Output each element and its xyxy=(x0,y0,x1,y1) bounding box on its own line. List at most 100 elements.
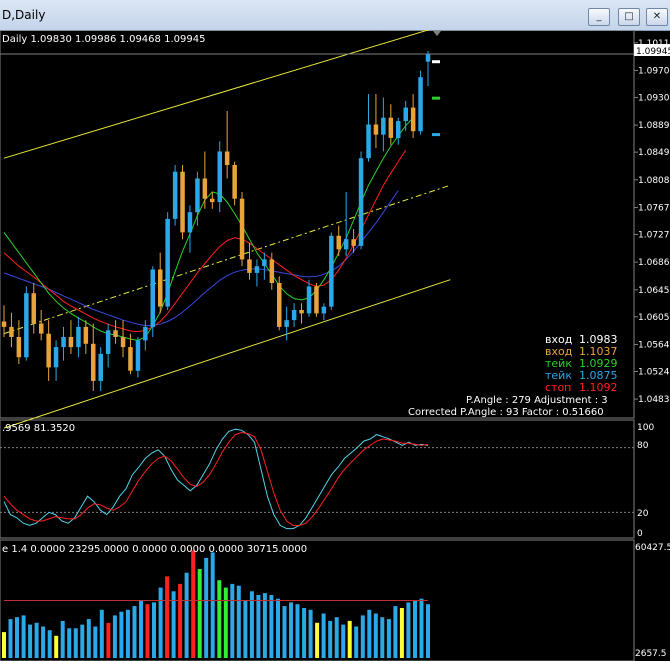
volume-bar xyxy=(393,606,398,658)
candle-body xyxy=(120,337,126,348)
candle-body xyxy=(321,306,327,314)
volume-bar xyxy=(197,569,202,658)
volume-bar xyxy=(373,613,378,658)
candle-body xyxy=(403,107,408,122)
volume-bar xyxy=(106,622,111,658)
price-tick-label: 1.06050 xyxy=(638,313,670,323)
candle-body xyxy=(9,326,14,337)
candle-body xyxy=(113,330,118,337)
volume-bar xyxy=(132,606,137,658)
current-price-label: 1.09945 xyxy=(636,47,670,57)
candle-body xyxy=(195,178,200,213)
stats-line-2: Corrected P.Angle : 93 Factor : 0.51660 xyxy=(408,407,604,418)
info-line-1-value: 1.0983 xyxy=(579,333,618,346)
volume-bar xyxy=(80,624,85,658)
volume-bar xyxy=(2,632,6,658)
volume-axis: 60427.5 2657.5 xyxy=(635,543,670,659)
volume-bar xyxy=(308,609,313,658)
price-plot xyxy=(0,30,634,429)
volume-bar xyxy=(256,595,261,658)
volume-bar xyxy=(139,600,143,658)
ma-blue-line xyxy=(3,190,399,327)
price-tick-label: 1.05640 xyxy=(638,340,670,350)
volume-panel-frame xyxy=(0,539,635,661)
price-tick-label: 1.09300 xyxy=(638,93,670,103)
volume-bar xyxy=(341,624,346,658)
price-panel-frame xyxy=(0,30,635,419)
stoch-panel-frame xyxy=(0,419,635,539)
price-tick-label: 1.06860 xyxy=(638,258,670,268)
stoch-main-line xyxy=(3,428,429,530)
candle-body xyxy=(381,117,386,135)
minimize-button[interactable]: _ xyxy=(588,8,610,26)
candle-body xyxy=(158,269,163,307)
volume-bar xyxy=(34,622,39,658)
candle-body xyxy=(83,326,89,344)
maximize-button[interactable]: □ xyxy=(618,8,640,26)
trade-info-box: вход 1.0983 вход 1.1037 тейк 1.0929 тейк… xyxy=(408,333,618,418)
candle-body xyxy=(172,171,178,219)
candle-body xyxy=(329,235,334,307)
candle-body xyxy=(247,259,252,273)
volume-bar xyxy=(41,626,46,658)
volume-bar xyxy=(406,602,411,658)
stoch-header: .9569 81.3520 xyxy=(2,423,75,434)
chart-shift-marker xyxy=(433,31,441,36)
info-line-4-label: тейк xyxy=(545,369,572,382)
volume-bar xyxy=(328,620,333,658)
volume-bar xyxy=(360,615,365,658)
volume-bar xyxy=(217,580,222,658)
candle-body xyxy=(128,347,133,371)
price-tick-label: 1.09700 xyxy=(638,66,670,76)
candle-body xyxy=(366,124,371,159)
candle-body xyxy=(53,347,59,368)
price-tick-label: 1.06450 xyxy=(638,286,670,296)
window-title: D,Daily xyxy=(2,8,46,22)
current-price-marker xyxy=(634,44,670,56)
channel-lower-line xyxy=(3,279,451,429)
candle-body xyxy=(39,323,44,334)
volume-bar xyxy=(386,619,391,658)
candle-body xyxy=(16,337,22,358)
volume-bar xyxy=(315,622,320,658)
volume-bar xyxy=(413,600,417,658)
price-tick-label: 1.08490 xyxy=(638,148,670,158)
stoch-plot xyxy=(0,428,634,530)
volume-bar xyxy=(347,620,352,658)
candle-body xyxy=(239,198,245,260)
candle-body xyxy=(373,124,379,135)
candle-body xyxy=(254,266,260,273)
volume-bar xyxy=(276,598,280,658)
close-button[interactable]: ✕ xyxy=(646,8,668,26)
volume-bar xyxy=(119,611,124,658)
volume-bar xyxy=(354,626,359,658)
volume-bar xyxy=(289,602,293,658)
candle-body xyxy=(46,333,51,368)
volume-bar xyxy=(204,557,209,658)
volume-bar xyxy=(380,617,385,658)
candle-body xyxy=(98,353,103,381)
candle-body xyxy=(150,269,155,327)
candle-body xyxy=(418,77,423,132)
volume-bar xyxy=(8,619,13,658)
volume-bar xyxy=(15,617,19,658)
info-line-2-value: 1.1037 xyxy=(579,345,618,358)
volume-bar xyxy=(67,628,72,658)
volume-bar xyxy=(302,608,307,658)
volume-bar xyxy=(282,606,287,658)
chart-canvas[interactable]: Daily 1.09830 1.09986 1.09468 1.09945 .9… xyxy=(0,30,670,661)
candle-body xyxy=(306,286,312,314)
volume-bar xyxy=(295,604,300,658)
volume-bar xyxy=(184,572,189,658)
price-header: Daily 1.09830 1.09986 1.09468 1.09945 xyxy=(2,34,205,45)
stoch-tick-80: 80 xyxy=(637,441,649,451)
candle-body xyxy=(105,330,111,354)
candle-body xyxy=(24,293,29,358)
volume-bar xyxy=(145,604,150,658)
candle-body xyxy=(31,293,36,324)
volume-bar xyxy=(262,593,267,658)
stoch-tick-100: 100 xyxy=(637,423,654,433)
candle-body xyxy=(262,259,267,267)
window-titlebar: D,Daily _ □ ✕ xyxy=(0,0,670,31)
info-line-2-label: вход xyxy=(545,345,573,358)
